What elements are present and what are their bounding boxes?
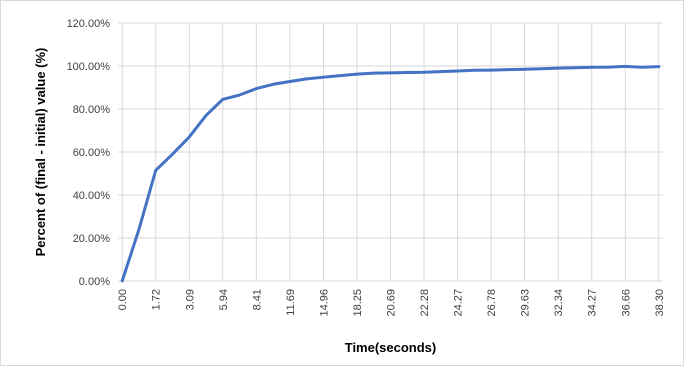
y-tick-label: 40.00% bbox=[73, 190, 111, 202]
x-tick-label: 14.96 bbox=[318, 289, 330, 317]
series-line bbox=[120, 64, 661, 283]
y-tick-label: 100.00% bbox=[67, 61, 111, 73]
y-axis-title: Percent of (final - initial) value (%) bbox=[33, 48, 48, 257]
x-tick-label: 1.72 bbox=[151, 289, 163, 310]
x-tick-label: 29.63 bbox=[520, 289, 532, 317]
x-axis-ticks: 0.00 1.72 3.09 5.94 8.41 11.69 14.96 18.25 20.69… bbox=[117, 289, 666, 317]
x-tick-label: 38.30 bbox=[654, 289, 666, 317]
x-axis-title: Time(seconds) bbox=[345, 340, 437, 355]
y-tick-label: 120.00% bbox=[67, 18, 111, 30]
x-tick-label: 0.00 bbox=[117, 289, 129, 310]
x-tick-label: 34.27 bbox=[587, 289, 599, 317]
x-tick-label: 8.41 bbox=[251, 289, 263, 310]
y-axis-ticks: 0.00% 20.00% 40.00% 60.00% 80.00% 100.00% 120.… bbox=[67, 18, 111, 288]
x-tick-label: 11.69 bbox=[285, 289, 297, 316]
y-tick-label: 80.00% bbox=[73, 104, 111, 116]
x-tick-label: 5.94 bbox=[218, 289, 230, 310]
y-tick-label: 0.00% bbox=[79, 276, 110, 288]
y-tick-label: 60.00% bbox=[73, 147, 111, 159]
x-tick-label: 20.69 bbox=[386, 289, 398, 317]
x-tick-label: 32.34 bbox=[553, 289, 565, 317]
x-tick-label: 26.78 bbox=[486, 289, 498, 317]
y-tick-label: 20.00% bbox=[73, 233, 111, 245]
x-tick-label: 22.28 bbox=[419, 289, 431, 317]
x-tick-label: 36.66 bbox=[620, 289, 632, 317]
x-tick-label: 3.09 bbox=[184, 289, 196, 310]
x-tick-label: 18.25 bbox=[352, 289, 364, 317]
gridlines bbox=[118, 22, 663, 282]
x-tick-label: 24.27 bbox=[453, 289, 465, 317]
